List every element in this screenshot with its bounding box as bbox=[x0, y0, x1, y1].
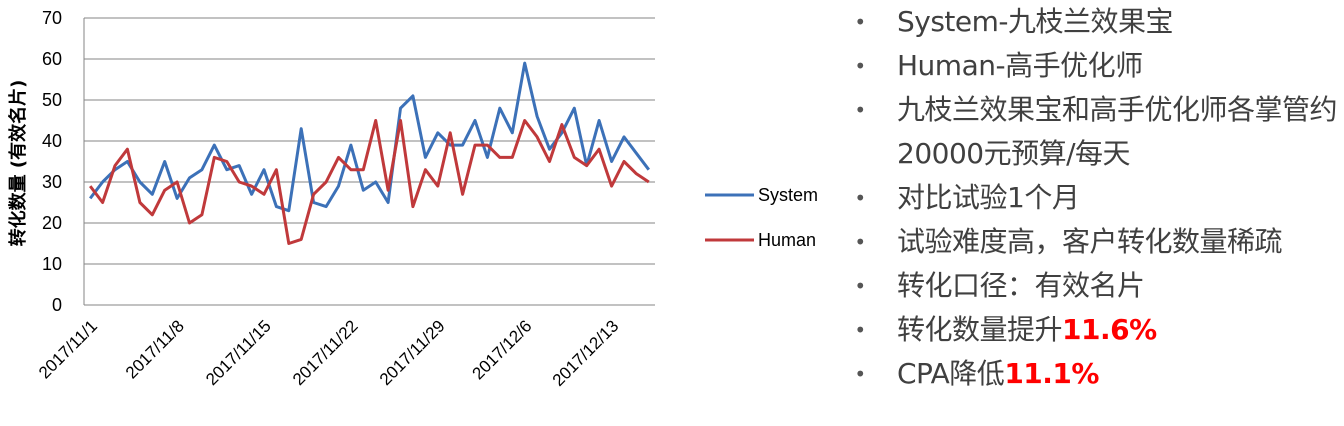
y-tick-label: 20 bbox=[42, 213, 62, 233]
bullet-text: System-九枝兰效果宝 bbox=[897, 5, 1174, 38]
y-tick-label: 70 bbox=[42, 8, 62, 28]
bullet-item: • 转化数量提升11.6% bbox=[850, 308, 1344, 352]
series-line-human bbox=[89, 119, 650, 245]
y-tick-label: 50 bbox=[42, 90, 62, 110]
x-tick-label: 2017/12/6 bbox=[469, 316, 536, 383]
bullet-dot-icon: • bbox=[854, 186, 866, 210]
y-tick-label: 30 bbox=[42, 172, 62, 192]
x-tick-label: 2017/11/15 bbox=[202, 316, 275, 389]
legend-label: Human bbox=[758, 230, 816, 250]
bullet-dot-icon: • bbox=[854, 98, 866, 122]
legend-item-system: System bbox=[705, 185, 818, 205]
y-axis-label: 转化数量 (有效名片) bbox=[7, 80, 29, 247]
bullet-text: CPA降低 bbox=[897, 357, 1005, 390]
legend-label: System bbox=[758, 185, 818, 205]
chart-gridlines bbox=[83, 17, 655, 306]
x-axis-ticks: 2017/11/1 2017/11/8 2017/11/15 2017/11/22 20… bbox=[35, 316, 622, 390]
bullet-text: Human-高手优化师 bbox=[897, 49, 1143, 82]
bullet-dot-icon: • bbox=[854, 318, 866, 342]
x-tick-label: 2017/11/29 bbox=[376, 316, 449, 389]
y-tick-label: 60 bbox=[42, 49, 62, 69]
bullet-dot-icon: • bbox=[854, 230, 866, 254]
bullet-text: 试验难度高，客户转化数量稀疏 bbox=[897, 225, 1283, 258]
y-tick-label: 0 bbox=[52, 295, 62, 315]
bullet-list: • System-九枝兰效果宝 • Human-高手优化师 • 九枝兰效果宝和高手优化师各… bbox=[850, 0, 1344, 396]
bullet-text: 转化数量提升 bbox=[897, 313, 1063, 346]
bullet-item: • 九枝兰效果宝和高手优化师各掌管约20000元预算/每天 bbox=[850, 88, 1344, 176]
bullet-text: 转化口径：有效名片 bbox=[897, 269, 1145, 302]
highlight-value: 11.6% bbox=[1062, 313, 1157, 346]
bullet-item: • 试验难度高，客户转化数量稀疏 bbox=[850, 220, 1344, 264]
bullet-item: • Human-高手优化师 bbox=[850, 44, 1344, 88]
bullet-dot-icon: • bbox=[854, 10, 866, 34]
chart-series bbox=[89, 61, 650, 245]
bullet-item: • 对比试验1个月 bbox=[850, 176, 1344, 220]
y-tick-label: 40 bbox=[42, 131, 62, 151]
bullet-text: 九枝兰效果宝和高手优化师各掌管约20000元预算/每天 bbox=[897, 93, 1338, 170]
bullet-item: • CPA降低11.1% bbox=[850, 352, 1344, 396]
chart-legend: System Human bbox=[705, 185, 818, 250]
x-tick-label: 2017/11/1 bbox=[35, 316, 101, 382]
legend-item-human: Human bbox=[705, 230, 816, 250]
bullet-text: 对比试验1个月 bbox=[897, 181, 1080, 214]
y-axis-ticks: 0 10 20 30 40 50 60 70 bbox=[42, 8, 62, 315]
bullet-dot-icon: • bbox=[854, 362, 866, 386]
bullet-item: • System-九枝兰效果宝 bbox=[850, 0, 1344, 44]
x-tick-label: 2017/12/13 bbox=[549, 316, 623, 390]
bullet-dot-icon: • bbox=[854, 54, 866, 78]
x-tick-label: 2017/11/22 bbox=[289, 316, 362, 389]
bullet-item: • 转化口径：有效名片 bbox=[850, 264, 1344, 308]
bullet-dot-icon: • bbox=[854, 274, 866, 298]
x-tick-label: 2017/11/8 bbox=[122, 316, 188, 382]
y-tick-label: 10 bbox=[42, 254, 62, 274]
highlight-value: 11.1% bbox=[1004, 357, 1099, 390]
